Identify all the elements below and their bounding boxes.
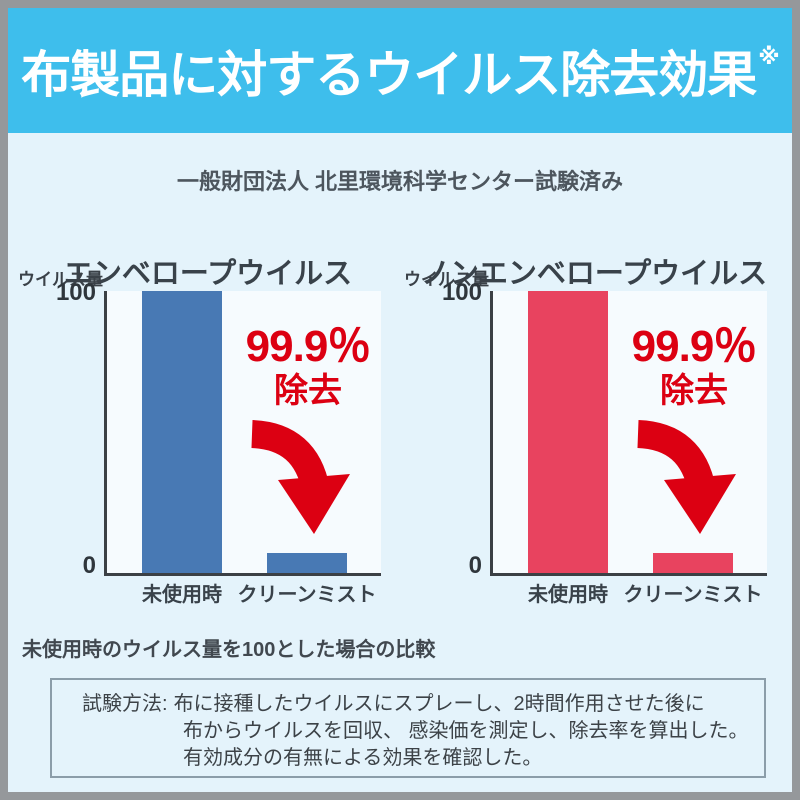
header-banner: 布製品に対するウイルス除去効果※ (8, 8, 792, 133)
removal-annotation: 99.9％ 除去 (594, 322, 792, 411)
bar-unused (142, 291, 222, 573)
y-axis-label: ウイルス量 (18, 270, 103, 289)
bar-cleanmist (653, 553, 733, 573)
curved-down-arrow-icon (636, 420, 736, 534)
category-unused: 未使用時 (528, 584, 608, 606)
y-tick-100: 100 (441, 279, 482, 306)
removal-percent: 99.9％ (245, 322, 372, 371)
comparison-note: 未使用時のウイルス量を100とした場合の比較 (22, 639, 436, 661)
bar-unused (528, 291, 608, 573)
method-line: 試験方法: 布に接種したウイルスにスプレーし、2時間作用させた後に (82, 691, 746, 718)
method-label: 試験方法: (82, 693, 168, 715)
method-line-3: 有効成分の有無による効果を確認した。 (183, 747, 543, 769)
method-line-1: 布に接種したウイルスにスプレーし、2時間作用させた後に (173, 693, 705, 715)
method-box: 試験方法: 布に接種したウイルスにスプレーし、2時間作用させた後に 布からウイルス… (50, 678, 766, 778)
y-tick-100: 100 (55, 279, 96, 306)
removal-label: 除去 (274, 372, 342, 410)
bar-cleanmist (267, 553, 347, 573)
y-tick-0: 0 (82, 552, 96, 579)
title-note-mark: ※ (758, 43, 779, 69)
method-line-2: 布からウイルスを回収、 感染価を測定し、除去率を算出した。 (183, 720, 749, 742)
category-unused: 未使用時 (142, 584, 222, 606)
category-cleanmist: クリーンミスト (237, 584, 377, 606)
chart-non-envelope-virus: ノンエンベロープウイルス ウイルス量 100 0 99.9％ 除去 未使用時 ク… (394, 220, 774, 620)
page-title-text: 布製品に対するウイルス除去効果 (21, 46, 757, 103)
removal-label: 除去 (660, 372, 728, 410)
chart-title: エンベロープウイルス (63, 258, 353, 291)
certification-subtitle: 一般財団法人 北里環境科学センター試験済み (176, 169, 624, 194)
removal-percent: 99.9％ (631, 322, 758, 371)
category-cleanmist: クリーンミスト (623, 584, 763, 606)
curved-down-arrow-icon (250, 420, 350, 534)
page-title: 布製品に対するウイルス除去効果※ (21, 35, 779, 107)
removal-annotation: 99.9％ 除去 (208, 322, 408, 411)
y-axis-label: ウイルス量 (404, 270, 489, 289)
plot-area (104, 291, 381, 576)
chart-title: ノンエンベロープウイルス (420, 258, 768, 291)
plot-area (490, 291, 767, 576)
chart-envelope-virus: エンベロープウイルス ウイルス量 100 0 99.9％ 除去 未使用時 クリー… (8, 220, 388, 620)
y-tick-0: 0 (468, 552, 482, 579)
